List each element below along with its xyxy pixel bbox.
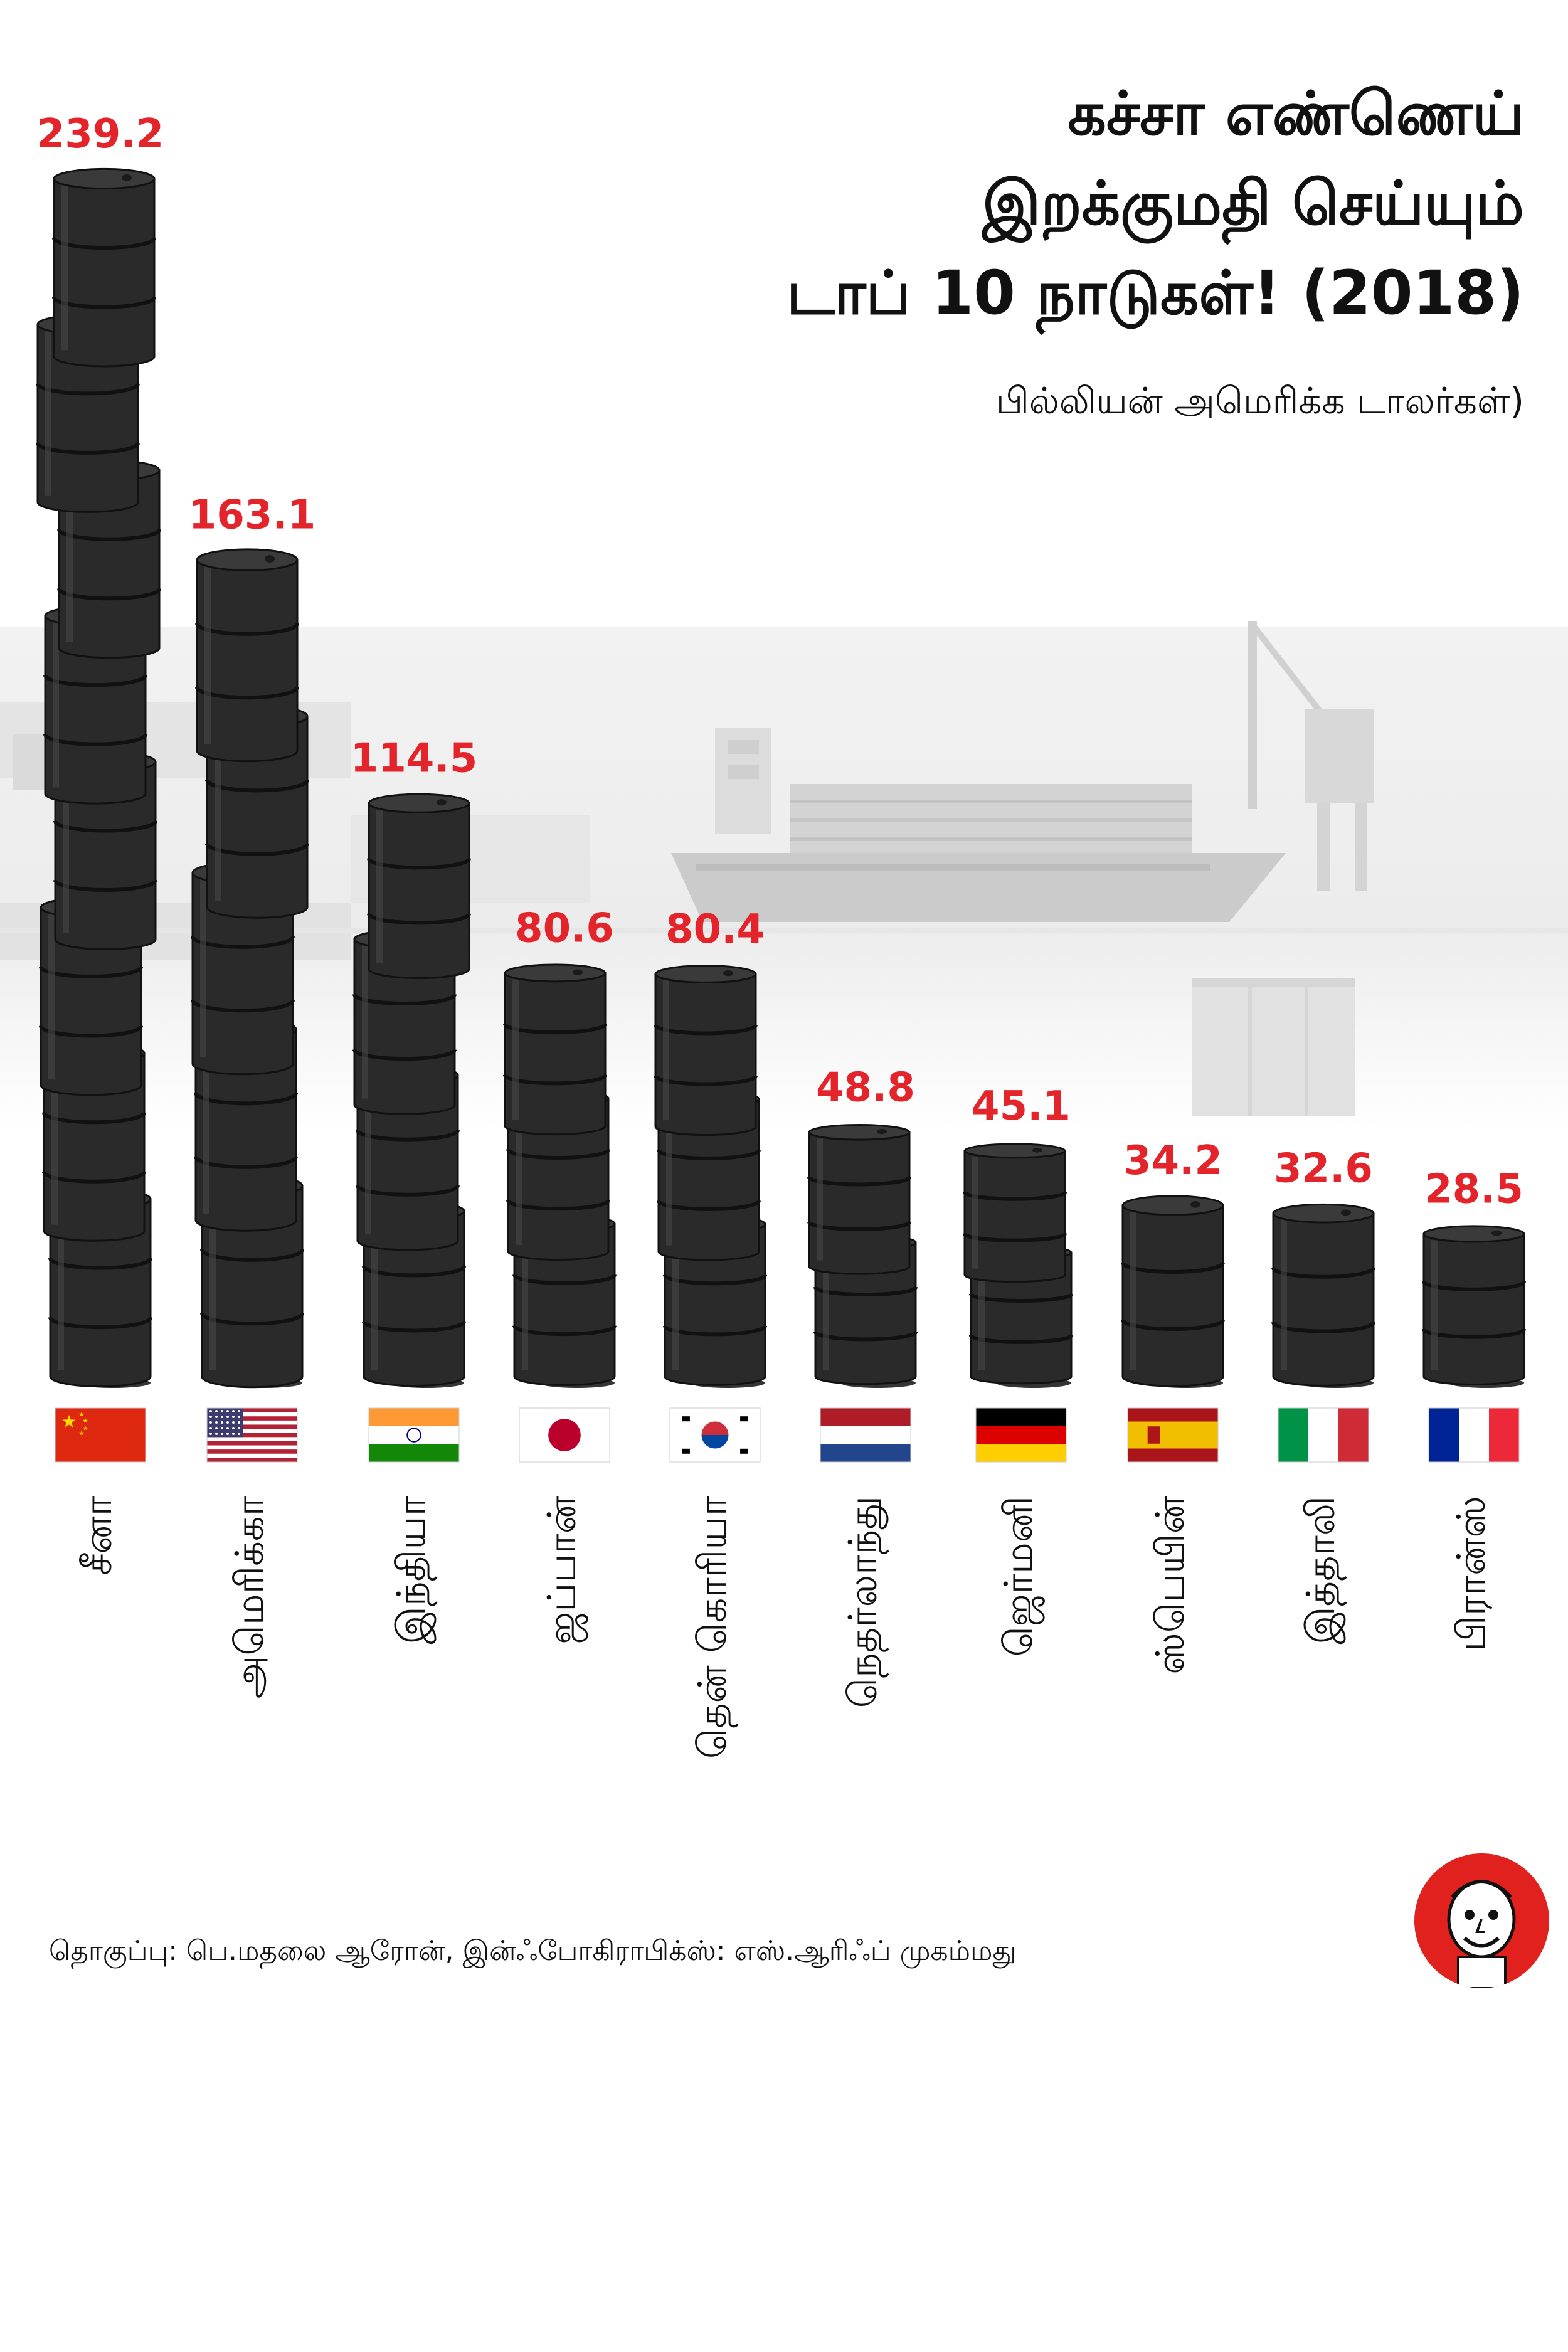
barrel-stack-bar: [654, 965, 767, 1388]
barrel-stack-bar: [36, 167, 161, 1388]
credit-line: தொகுப்பு: பெ.மதலை ஆரோன், இன்ஃபோகிராபிக்ஸ…: [49, 1935, 1017, 1967]
oil-barrel: [1271, 1203, 1375, 1387]
value-label: 28.5: [1424, 1166, 1523, 1212]
country-label: ஸ்பெயின்: [1147, 1496, 1193, 1675]
value-label: 80.4: [665, 906, 765, 953]
value-label: 34.2: [1123, 1138, 1222, 1184]
oil-barrel: [52, 167, 156, 368]
title-line-3: டாப் 10 நாடுகள்! (2018): [786, 258, 1524, 328]
country-label: ஜப்பான்: [539, 1496, 588, 1645]
value-label: 239.2: [37, 111, 164, 157]
barrel-stack-bar: [1121, 1195, 1225, 1388]
barrel-stack-bar: [352, 793, 471, 1388]
value-label: 48.8: [816, 1064, 915, 1111]
netherlands-flag-icon: [820, 1407, 911, 1463]
barrel-stack-bar: [503, 963, 617, 1388]
magazine-logo-icon: [1414, 1853, 1549, 1988]
value-label: 32.6: [1274, 1146, 1373, 1192]
value-label: 114.5: [351, 736, 477, 782]
oil-barrel: [963, 1143, 1067, 1283]
oil-barrel: [1121, 1195, 1225, 1387]
barrel-stack-bar: [807, 1124, 918, 1388]
country-label: நெதர்லாந்து: [840, 1496, 889, 1708]
country-label: அமெரிக்கா: [226, 1495, 272, 1698]
oil-barrel: [503, 963, 607, 1136]
spain-flag-icon: [1127, 1407, 1219, 1463]
south-korea-flag-icon: [669, 1407, 761, 1463]
country-label: பிரான்ஸ்: [1448, 1496, 1494, 1651]
italy-flag-icon: [1278, 1407, 1369, 1463]
title-line-2: இறக்குமதி செய்யும்: [982, 168, 1524, 238]
barrel-stack-bar: [963, 1143, 1073, 1388]
oil-barrel: [195, 548, 299, 763]
country-label: ஜெர்மனி: [995, 1496, 1045, 1656]
oil-barrel: [654, 965, 758, 1136]
country-label: இத்தாலி: [1298, 1496, 1347, 1645]
value-label: 163.1: [189, 492, 315, 539]
title-line-1: கச்சா எண்ணெய்: [1067, 78, 1524, 149]
country-label: இந்தியா: [388, 1495, 438, 1644]
subtitle-unit: பில்லியன் அமெரிக்க டாலர்கள்): [995, 379, 1524, 422]
china-flag-icon: [55, 1407, 146, 1463]
france-flag-icon: [1428, 1407, 1520, 1463]
barrel-stack-bar: [191, 548, 309, 1389]
india-flag-icon: [368, 1407, 460, 1463]
value-label: 80.6: [515, 905, 614, 951]
country-label: தென் கொரியா: [689, 1495, 738, 1759]
oil-barrel: [367, 793, 471, 980]
barrel-stack-bar: [1271, 1203, 1375, 1388]
value-label: 45.1: [972, 1083, 1071, 1130]
oil-barrel: [1422, 1225, 1526, 1386]
barrel-stack-bar: [1422, 1225, 1526, 1388]
japan-flag-icon: [519, 1407, 610, 1463]
country-label: சீனா: [75, 1495, 120, 1575]
oil-barrel: [807, 1124, 911, 1275]
germany-flag-icon: [975, 1407, 1067, 1463]
usa-flag-icon: [206, 1407, 298, 1463]
